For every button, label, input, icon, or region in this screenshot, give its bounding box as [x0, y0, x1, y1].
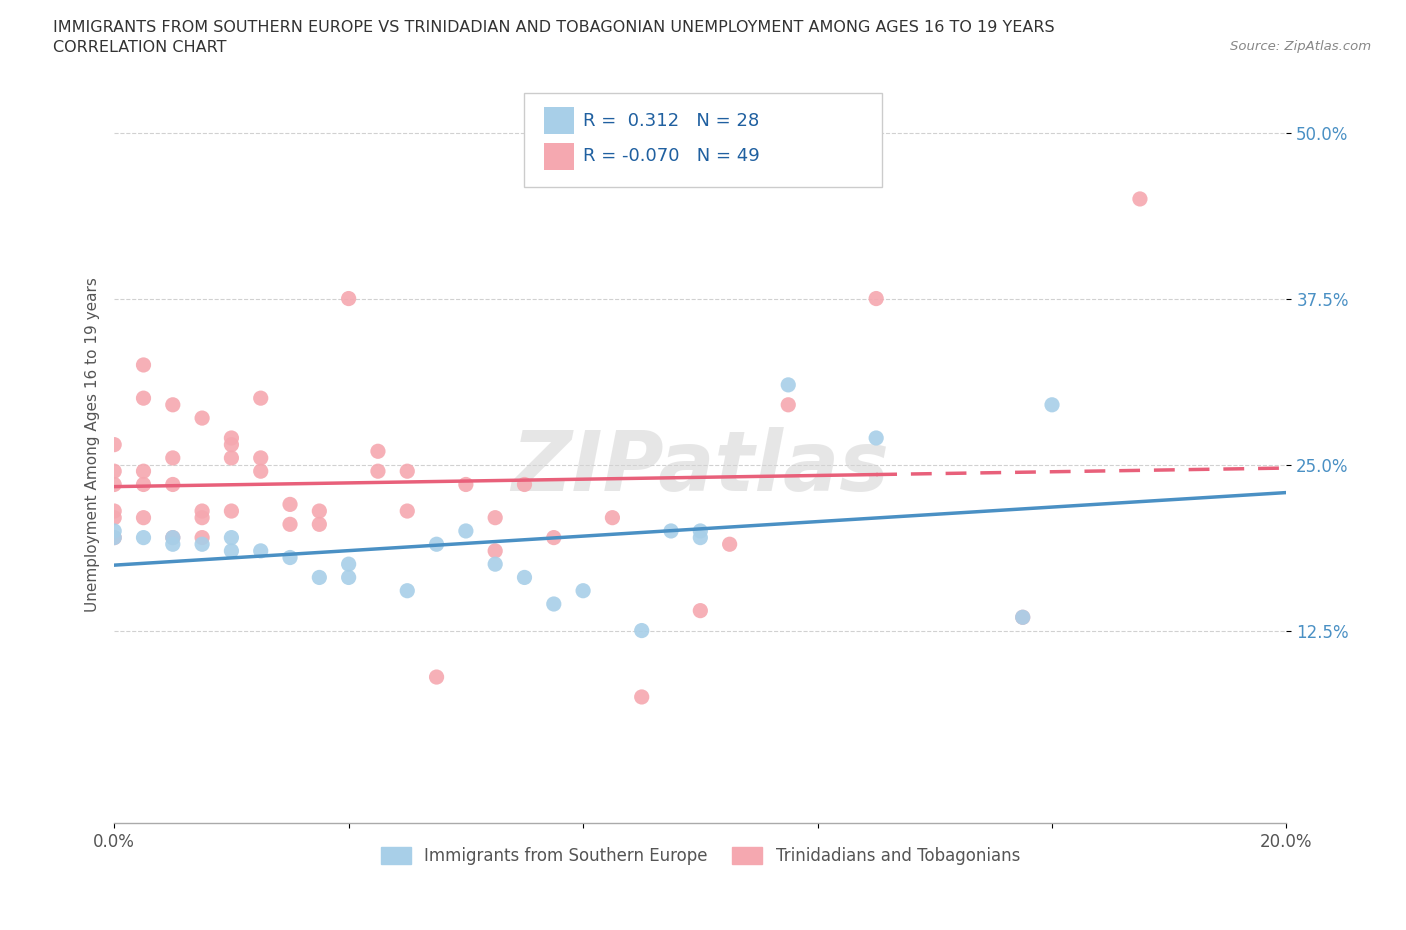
Point — [132, 464, 155, 479]
Point — [278, 497, 301, 512]
Point — [367, 444, 389, 458]
Point — [103, 524, 125, 538]
Point — [278, 517, 301, 532]
Point — [221, 431, 243, 445]
Point — [162, 450, 184, 465]
Point — [162, 397, 184, 412]
Point — [103, 464, 125, 479]
Point — [221, 543, 243, 558]
Point — [396, 464, 419, 479]
Text: R = -0.070   N = 49: R = -0.070 N = 49 — [583, 147, 759, 166]
Point — [221, 437, 243, 452]
Point — [396, 504, 419, 519]
Point — [718, 537, 741, 551]
Point — [778, 397, 800, 412]
Point — [221, 450, 243, 465]
Bar — [544, 107, 574, 134]
Point — [191, 411, 214, 426]
Point — [367, 464, 389, 479]
Point — [484, 557, 506, 572]
Point — [543, 530, 565, 545]
Point — [191, 504, 214, 519]
Point — [602, 511, 624, 525]
Point — [221, 530, 243, 545]
Point — [454, 524, 477, 538]
Point — [249, 464, 271, 479]
Point — [543, 596, 565, 611]
Point — [630, 689, 652, 704]
Point — [865, 431, 887, 445]
Bar — [544, 142, 574, 170]
Text: R =  0.312   N = 28: R = 0.312 N = 28 — [583, 112, 759, 129]
Text: ZIPatlas: ZIPatlas — [512, 427, 889, 508]
Point — [278, 550, 301, 565]
Point — [454, 477, 477, 492]
Point — [689, 604, 711, 618]
Point — [132, 511, 155, 525]
Point — [337, 570, 360, 585]
Point — [308, 570, 330, 585]
Point — [513, 477, 536, 492]
Point — [132, 357, 155, 372]
Point — [1011, 610, 1033, 625]
Point — [103, 504, 125, 519]
Point — [132, 391, 155, 405]
Point — [249, 543, 271, 558]
Point — [162, 537, 184, 551]
Point — [337, 291, 360, 306]
Point — [132, 477, 155, 492]
Point — [103, 511, 125, 525]
Point — [162, 530, 184, 545]
Point — [426, 537, 449, 551]
Point — [221, 504, 243, 519]
Point — [484, 543, 506, 558]
Point — [191, 511, 214, 525]
Point — [689, 530, 711, 545]
Text: CORRELATION CHART: CORRELATION CHART — [53, 40, 226, 55]
Point — [132, 530, 155, 545]
Point — [1040, 397, 1063, 412]
Point — [778, 378, 800, 392]
Point — [426, 670, 449, 684]
Legend: Immigrants from Southern Europe, Trinidadians and Tobagonians: Immigrants from Southern Europe, Trinida… — [374, 840, 1026, 871]
Point — [308, 504, 330, 519]
Point — [513, 570, 536, 585]
Point — [689, 524, 711, 538]
Y-axis label: Unemployment Among Ages 16 to 19 years: Unemployment Among Ages 16 to 19 years — [86, 277, 100, 612]
Point — [103, 530, 125, 545]
Point — [249, 391, 271, 405]
Point — [396, 583, 419, 598]
Point — [659, 524, 682, 538]
Point — [103, 437, 125, 452]
Point — [1011, 610, 1033, 625]
Point — [308, 517, 330, 532]
Point — [337, 557, 360, 572]
Point — [103, 477, 125, 492]
Text: Source: ZipAtlas.com: Source: ZipAtlas.com — [1230, 40, 1371, 53]
Point — [1129, 192, 1152, 206]
Point — [249, 450, 271, 465]
Point — [572, 583, 595, 598]
Point — [103, 530, 125, 545]
Text: IMMIGRANTS FROM SOUTHERN EUROPE VS TRINIDADIAN AND TOBAGONIAN UNEMPLOYMENT AMONG: IMMIGRANTS FROM SOUTHERN EUROPE VS TRINI… — [53, 20, 1054, 35]
Point — [865, 291, 887, 306]
Point — [191, 530, 214, 545]
Point — [162, 477, 184, 492]
FancyBboxPatch shape — [524, 93, 882, 187]
Point — [162, 530, 184, 545]
Point — [191, 537, 214, 551]
Point — [484, 511, 506, 525]
Point — [630, 623, 652, 638]
